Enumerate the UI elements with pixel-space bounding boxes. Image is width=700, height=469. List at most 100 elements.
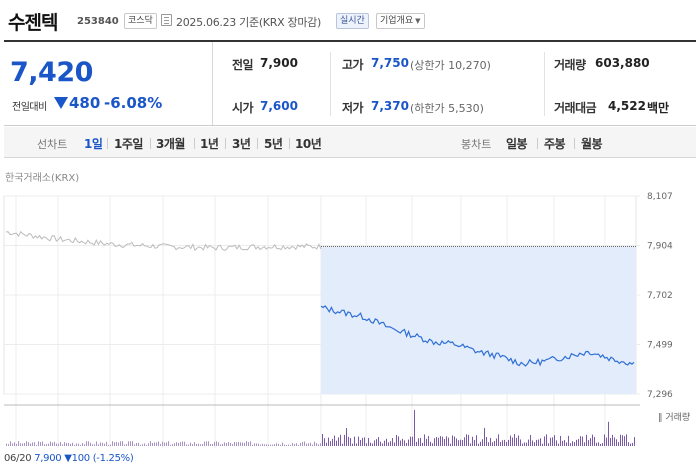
volume-bar (318, 444, 319, 446)
volume-bar (244, 442, 245, 446)
volume-bar (446, 436, 447, 446)
volume-bar (474, 439, 475, 446)
period-5y[interactable]: 5년 (264, 137, 283, 151)
period-1w[interactable]: 1주일 (114, 137, 143, 151)
volume-bar (618, 442, 619, 446)
volume-bar (356, 443, 357, 446)
period-3y[interactable]: 3년 (232, 137, 251, 151)
volume-bar (188, 444, 189, 446)
price-panel: 7,420 전일대비 480 -6.08% 전일 7,900 시가 7,600 … (4, 40, 696, 126)
volume-bar (414, 410, 415, 446)
volume-bar (104, 443, 105, 446)
volume-bar (502, 440, 503, 446)
volume-bar (108, 444, 109, 446)
volume-bar (260, 444, 261, 446)
separator (194, 138, 195, 149)
volume-bar (626, 434, 627, 446)
prev-close-value: 7,900 (260, 56, 298, 70)
volume-bar (98, 444, 99, 446)
line-chart-label: 선차트 (37, 138, 68, 151)
candle-chart-label: 봉차트 (461, 138, 492, 151)
volume-bar (296, 443, 297, 446)
volume-bar (426, 438, 427, 446)
volume-bar (478, 443, 479, 446)
volume-bar (254, 443, 255, 446)
volume-bar (210, 444, 211, 446)
period-3m[interactable]: 3개월 (156, 137, 185, 151)
candle-daily[interactable]: 일봉 (506, 137, 528, 151)
volume-bar (360, 439, 361, 446)
volume-bar (232, 444, 233, 446)
volume-bar (206, 441, 207, 446)
volume-bar (568, 435, 569, 446)
volume-bar (348, 436, 349, 446)
volume-bar (336, 440, 337, 446)
volume-bar (596, 442, 597, 446)
volume-bar (350, 438, 351, 446)
volume-bar (400, 440, 401, 446)
volume-bar (148, 443, 149, 446)
volume-bar (510, 435, 511, 446)
volume-bar (288, 444, 289, 446)
volume-bar (68, 442, 69, 446)
volume-bar (592, 434, 593, 446)
candle-weekly[interactable]: 주봉 (544, 137, 566, 151)
volume-bar (460, 439, 461, 446)
volume-bar (488, 442, 489, 446)
volume-bar (316, 443, 317, 446)
volume-bar (538, 439, 539, 446)
volume-value: 603,880 (595, 56, 650, 70)
volume-bar (258, 443, 259, 446)
volume-bar (402, 438, 403, 446)
volume-bar (70, 443, 71, 446)
volume-bar (182, 441, 183, 446)
series-prev-day (5, 230, 322, 252)
volume-bar (140, 444, 141, 446)
volume-bar (408, 439, 409, 446)
volume-bar (514, 434, 515, 446)
volume-bar (220, 444, 221, 446)
candle-monthly[interactable]: 월봉 (581, 137, 603, 151)
volume-bar (252, 444, 253, 446)
prev-close-label: 전일 (232, 58, 254, 72)
volume-bar (130, 441, 131, 446)
volume-bar (634, 437, 635, 446)
company-overview-button[interactable]: 기업개요 ▼ (376, 13, 425, 29)
volume-bar (154, 442, 155, 446)
volume-bar (406, 442, 407, 446)
volume-bar (392, 438, 393, 446)
volume-bar (304, 441, 305, 446)
volume-bar (78, 443, 79, 446)
volume-bar (620, 434, 621, 446)
volume-bar (438, 437, 439, 446)
volume-bar (82, 443, 83, 446)
period-1d[interactable]: 1일 (84, 137, 103, 151)
volume-bar (248, 442, 249, 446)
prev-note-price: 7,900 (34, 453, 62, 464)
volume-bar (22, 443, 23, 446)
volume-bar (10, 441, 11, 446)
open-value: 7,600 (260, 99, 298, 113)
volume-bar (550, 437, 551, 446)
prev-note-change: ▼100 (-1.25%) (64, 453, 134, 464)
volume-bar (630, 443, 631, 446)
realtime-button[interactable]: 실시간 (336, 13, 369, 29)
volume-bar (536, 439, 537, 446)
volume-bar (334, 435, 335, 446)
lower-limit: (하한가 5,530) (410, 102, 484, 115)
period-1y[interactable]: 1년 (200, 137, 219, 151)
change-label: 전일대비 (12, 102, 47, 113)
period-10y[interactable]: 10년 (295, 137, 322, 151)
volume-bar (226, 443, 227, 446)
decline-area (321, 246, 636, 394)
volume-bar (92, 444, 93, 446)
volume-bar (176, 442, 177, 446)
volume-bar (20, 443, 21, 446)
volume-bar (370, 442, 371, 446)
volume-bar (128, 441, 129, 446)
volume-bar (486, 436, 487, 446)
volume-bar (512, 437, 513, 446)
volume-bar (6, 443, 7, 446)
volume-bar (432, 443, 433, 446)
